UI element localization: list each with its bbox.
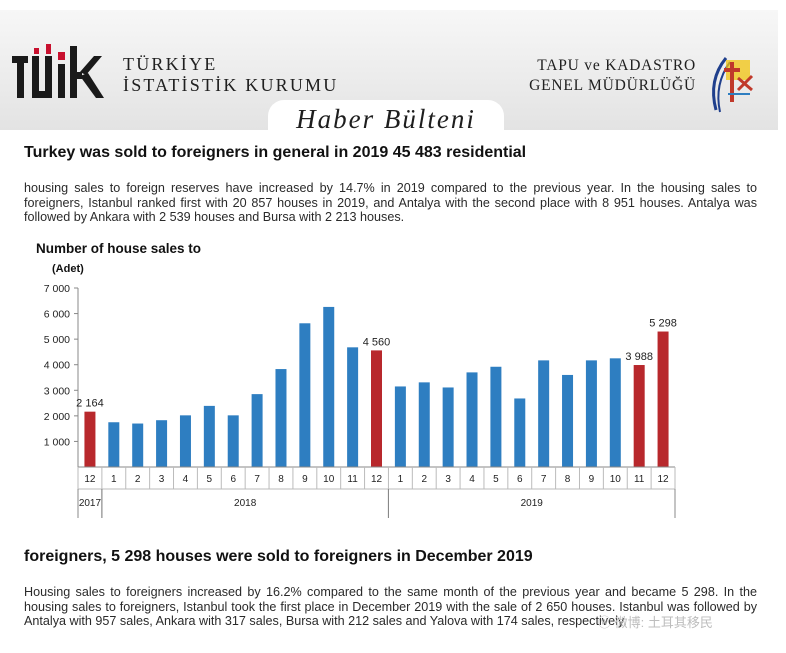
bar xyxy=(633,365,645,467)
x-tick-label: 3 xyxy=(445,474,451,485)
x-tick-label: 9 xyxy=(589,474,595,485)
x-tick-label: 1 xyxy=(111,474,117,485)
x-tick-label: 10 xyxy=(610,474,622,485)
bar xyxy=(490,366,502,467)
x-tick-label: 3 xyxy=(159,474,165,485)
y-tick-label: 6 000 xyxy=(44,309,70,321)
bar xyxy=(514,398,526,467)
bar xyxy=(84,411,96,467)
y-tick-label: 5 000 xyxy=(44,334,70,346)
bar xyxy=(203,405,215,467)
bulletin-tab: Haber Bülteni xyxy=(268,100,504,140)
y-tick-label: 1 000 xyxy=(44,436,70,448)
bar xyxy=(323,306,335,467)
bar xyxy=(657,331,669,467)
bulletin-title: Haber Bülteni xyxy=(296,104,476,134)
x-tick-label: 6 xyxy=(230,474,236,485)
bar xyxy=(418,382,430,467)
tuik-name: TÜRKİYE İSTATİSTİK KURUMU xyxy=(123,54,338,96)
x-tick-label: 5 xyxy=(207,474,213,485)
data-label: 2 164 xyxy=(76,398,104,410)
article-2-heading: foreigners, 5 298 houses were sold to fo… xyxy=(24,548,533,565)
year-label: 2017 xyxy=(79,498,102,509)
bar xyxy=(179,415,191,467)
x-tick-label: 4 xyxy=(183,474,189,485)
bar xyxy=(609,358,621,467)
bulletin-header: TÜRKİYE İSTATİSTİK KURUMU TAPU ve KADAST… xyxy=(0,10,778,140)
bar xyxy=(275,369,287,467)
y-tick-label: 2 000 xyxy=(44,411,70,423)
bar xyxy=(466,372,478,467)
x-tick-label: 10 xyxy=(323,474,335,485)
tkgm-logo xyxy=(712,57,754,113)
x-tick-label: 12 xyxy=(371,474,383,485)
x-tick-label: 8 xyxy=(278,474,284,485)
bar xyxy=(371,350,382,467)
article-1-heading: Turkey was sold to foreigners in general… xyxy=(24,144,527,161)
x-tick-label: 2 xyxy=(421,474,427,485)
partner-line-1: TAPU ve KADASTRO xyxy=(537,57,696,74)
x-tick-label: 12 xyxy=(84,474,96,485)
y-tick-label: 3 000 xyxy=(44,385,70,397)
bar xyxy=(132,423,144,467)
x-tick-label: 5 xyxy=(493,474,499,485)
x-tick-label: 12 xyxy=(657,474,669,485)
tkgm-name: TAPU ve KADASTRO GENEL MÜDÜRLÜĞÜ xyxy=(529,56,696,96)
article-1-body: housing sales to foreign reserves have i… xyxy=(24,181,757,225)
tuik-logo xyxy=(12,44,104,98)
x-tick-label: 8 xyxy=(565,474,571,485)
bar xyxy=(108,422,120,467)
x-tick-label: 6 xyxy=(517,474,523,485)
x-tick-label: 2 xyxy=(135,474,141,485)
article-2-body: Housing sales to foreigners increased by… xyxy=(24,585,757,629)
bar xyxy=(538,360,550,467)
bar xyxy=(251,394,263,467)
bar xyxy=(227,415,239,467)
year-label: 2019 xyxy=(521,498,544,509)
y-tick-label: 7 000 xyxy=(44,283,70,295)
bar xyxy=(562,374,574,467)
partner-line-2: GENEL MÜDÜRLÜĞÜ xyxy=(529,77,696,94)
y-tick-label: 4 000 xyxy=(44,360,70,372)
x-tick-label: 1 xyxy=(398,474,404,485)
data-label: 3 988 xyxy=(625,351,653,363)
org-line-1: TÜRKİYE xyxy=(123,54,218,74)
x-tick-label: 4 xyxy=(469,474,475,485)
org-line-2: İSTATİSTİK KURUMU xyxy=(123,75,339,95)
bar xyxy=(299,323,311,467)
x-tick-label: 7 xyxy=(541,474,547,485)
chart-title: Number of house sales to xyxy=(36,241,202,256)
chart-unit-label: (Adet) xyxy=(52,263,84,275)
watermark: ⓦ 微博: 土耳其移民 xyxy=(598,615,713,630)
year-label: 2018 xyxy=(234,498,257,509)
bar xyxy=(394,386,406,467)
x-tick-label: 11 xyxy=(634,474,645,485)
data-label: 4 560 xyxy=(363,336,391,348)
bar xyxy=(585,360,597,467)
bar xyxy=(442,387,454,467)
bar xyxy=(347,347,359,467)
x-tick-label: 7 xyxy=(254,474,260,485)
data-label: 5 298 xyxy=(649,318,677,330)
x-tick-label: 11 xyxy=(347,474,358,485)
x-tick-label: 9 xyxy=(302,474,308,485)
bar xyxy=(156,420,168,467)
